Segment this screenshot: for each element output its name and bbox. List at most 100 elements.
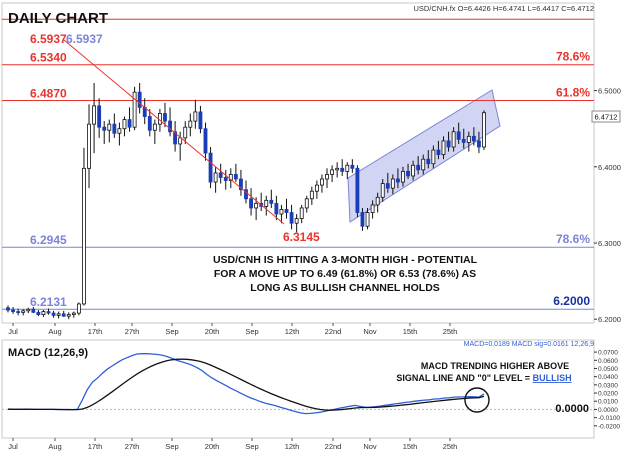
macd-annotation: MACD TRENDING HIGHER ABOVE SIGNAL LINE A…: [396, 361, 571, 383]
candle-body: [436, 149, 441, 156]
candle-body: [395, 178, 400, 183]
level-6-2945-right-label: 78.6%: [556, 232, 590, 246]
candle-body: [254, 202, 259, 209]
macd-y-tick-label: 0.0100: [598, 399, 618, 406]
annotation-line-2: FOR A MOVE UP TO 6.49 (61.8%) OR 6.53 (7…: [214, 268, 476, 280]
price-x-tick-label: 25th: [443, 327, 458, 336]
candle-body: [416, 164, 421, 171]
macd-crossover-circle: [464, 387, 490, 413]
macd-x-tick-label: 20th: [205, 442, 220, 451]
candle-body: [152, 123, 157, 131]
candle-body: [173, 131, 178, 145]
macd-x-tick-label: Nov: [363, 442, 377, 451]
candle-body: [441, 140, 446, 156]
candle-body: [107, 123, 112, 131]
candle-body: [466, 135, 471, 143]
price-x-tick-label: Aug: [48, 327, 61, 336]
candle-body: [375, 196, 380, 206]
price-y-tick-label: 6.2000: [598, 315, 621, 324]
candle-body: [365, 212, 370, 227]
macd-x-tick-label: Sep: [245, 442, 258, 451]
price-x-tick-label: 20th: [205, 327, 220, 336]
candle-body: [380, 183, 385, 198]
annotation-line-1: USD/CNH IS HITTING A 3-MONTH HIGH - POTE…: [213, 254, 478, 266]
candle-body: [41, 311, 46, 316]
price-x-tick-label: 27th: [125, 327, 140, 336]
swing-low-label: 6.3145: [283, 230, 320, 244]
candle-body: [193, 111, 198, 122]
candle-body: [87, 123, 91, 169]
macd-x-tick-label: 27th: [125, 442, 140, 451]
macd-zero-label: 0.0000: [555, 403, 589, 415]
candle-body: [97, 105, 102, 128]
candle-body: [401, 170, 405, 183]
price-y-tick-label: 6.5000: [598, 87, 621, 96]
candle-body: [117, 128, 122, 134]
candle-body: [6, 307, 10, 311]
annotation-line-3: LONG AS BULLISH CHANNEL HOLDS: [250, 282, 440, 294]
candle-body: [112, 123, 117, 134]
macd-x-tick-label: Sep: [165, 442, 178, 451]
candle-body: [56, 313, 61, 316]
candle-body: [299, 207, 304, 220]
candle-body: [370, 204, 375, 213]
macd-title: MACD (12,26,9): [8, 347, 88, 359]
candle-body: [218, 172, 223, 178]
price-horizontal-levels: 6.5937 6.5937 6.5340 78.6% 6.4870 61.8% 6.2945…: [2, 18, 594, 310]
macd-x-tick-label: 12th: [285, 442, 300, 451]
macd-signal-line: [7, 358, 485, 411]
level-6-2945-label: 6.2945: [30, 233, 67, 247]
candle-body: [426, 158, 431, 165]
level-6-4870-right-label: 61.8%: [556, 86, 590, 100]
candle-body: [228, 174, 233, 181]
candle-body: [309, 190, 314, 200]
candle-body: [269, 199, 274, 204]
price-x-tick-label: 17th: [88, 327, 103, 336]
macd-line: [7, 353, 485, 415]
candle-body: [233, 174, 238, 180]
candle-body: [264, 199, 269, 207]
candle-body: [147, 116, 152, 131]
candle-body: [340, 167, 345, 172]
candle-body: [203, 128, 208, 154]
candle-body: [289, 212, 294, 224]
candle-body: [92, 105, 97, 125]
candle-body: [137, 91, 142, 108]
candle-body: [294, 218, 299, 224]
macd-x-tick-label: 25th: [443, 442, 458, 451]
price-x-axis: Jul Aug 17th 27th Sep 20th Sep 12th 22nd Nov 15th 2…: [8, 323, 457, 336]
candle-body: [102, 126, 107, 131]
macd-y-tick-label: 0.0500: [598, 366, 618, 373]
candle-body: [46, 311, 51, 314]
bullish-channel: [347, 89, 501, 223]
price-y-axis: 6.2000 6.3000 6.4000 6.5000: [594, 87, 621, 324]
macd-y-tick-label: -0.0100: [598, 415, 620, 422]
last-price-box: [591, 110, 621, 123]
chart-title: DAILY CHART: [8, 10, 108, 27]
candle-body: [21, 310, 26, 313]
last-price-label: 6.4712: [595, 113, 618, 122]
candle-body: [350, 164, 355, 169]
ohlc-readout: USD/CNH.fx O=6.4426 H=6.4741 L=6.4417 C=…: [413, 4, 594, 13]
macd-x-tick-label: Jul: [8, 442, 18, 451]
candle-body: [244, 189, 248, 200]
candle-body: [304, 198, 309, 209]
candle-body: [213, 172, 218, 183]
candle-body: [390, 178, 395, 189]
candle-body: [335, 167, 340, 171]
candle-body: [477, 140, 481, 148]
macd-x-tick-label: Aug: [48, 442, 61, 451]
candle-body: [163, 113, 167, 122]
macd-x-tick-label: 17th: [88, 442, 103, 451]
candle-body: [284, 209, 289, 213]
macd-y-tick-label: 0.0300: [598, 382, 618, 389]
candle-body: [279, 209, 284, 215]
candle-body: [208, 152, 213, 183]
price-x-tick-label: Sep: [165, 327, 178, 336]
price-annotation: USD/CNH IS HITTING A 3-MONTH HIGH - POTE…: [213, 254, 478, 294]
candle-body: [471, 135, 476, 142]
price-y-tick-label: 6.3000: [598, 239, 621, 248]
price-x-tick-label: Sep: [245, 327, 258, 336]
macd-y-tick-label: -0.0200: [598, 423, 620, 430]
